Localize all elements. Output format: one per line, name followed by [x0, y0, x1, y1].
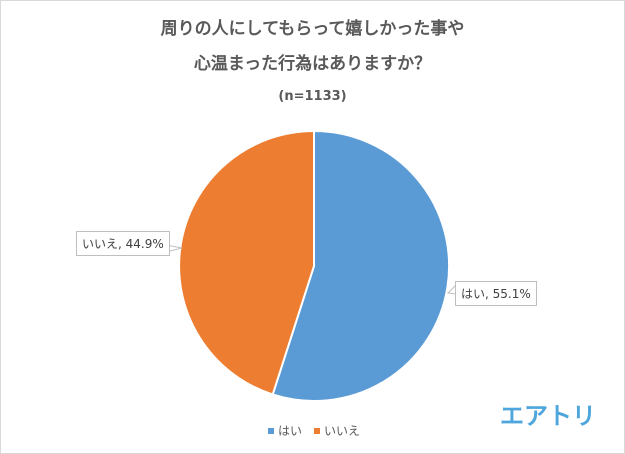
data-label-no: いいえ, 44.9%	[76, 231, 170, 256]
pie-slice-no	[178, 129, 315, 396]
legend-label-yes: はい	[278, 424, 303, 438]
pie-slice-yes	[271, 129, 451, 402]
legend: はい いいえ	[268, 422, 368, 439]
legend-item-no: いいえ	[314, 422, 360, 439]
sample-size: (n=1133)	[278, 89, 347, 104]
legend-swatch-no	[314, 427, 321, 434]
data-label-yes: はい, 55.1%	[455, 281, 537, 306]
legend-swatch-yes	[268, 427, 274, 434]
legend-item-yes: はい	[268, 422, 302, 439]
chart-title-line1: 周りの人にしてもらって嬉しかった事や	[160, 19, 465, 39]
chart-title-line2: 心温まった行為はありますか？	[193, 54, 432, 74]
brand-logo: エアトリ	[500, 402, 596, 430]
legend-label-no: いいえ	[324, 424, 361, 438]
